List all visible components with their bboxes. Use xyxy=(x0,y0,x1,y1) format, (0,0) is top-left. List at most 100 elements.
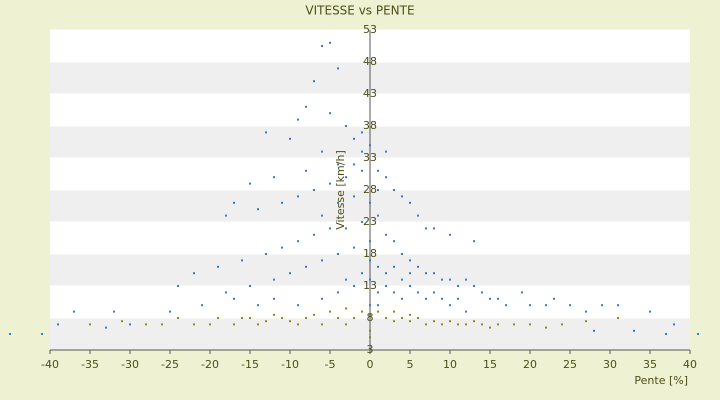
point xyxy=(369,329,371,332)
point xyxy=(321,259,323,262)
point xyxy=(305,105,307,108)
point xyxy=(337,291,339,294)
point xyxy=(481,291,483,294)
point xyxy=(329,41,331,44)
point xyxy=(249,317,251,319)
point xyxy=(481,323,483,326)
point xyxy=(361,131,363,134)
point xyxy=(105,326,107,329)
point xyxy=(385,272,387,275)
point xyxy=(449,278,451,281)
point xyxy=(41,333,43,335)
point xyxy=(433,227,435,230)
point xyxy=(425,323,427,326)
point xyxy=(337,317,339,319)
point xyxy=(393,291,395,294)
point xyxy=(409,285,411,287)
point xyxy=(345,176,347,179)
point xyxy=(193,323,195,326)
point xyxy=(305,265,307,268)
point xyxy=(585,320,587,323)
y-axis-title: Vitesse [km/h] xyxy=(334,150,347,230)
point xyxy=(409,320,411,323)
x-tick-label: -20 xyxy=(201,358,219,371)
x-tick-label: -35 xyxy=(81,358,99,371)
x-tick-label: 15 xyxy=(483,358,497,371)
point xyxy=(241,317,243,319)
point xyxy=(465,278,467,281)
point xyxy=(425,272,427,275)
x-tick-label: 25 xyxy=(563,358,577,371)
point xyxy=(369,144,371,147)
point xyxy=(345,125,347,127)
point xyxy=(257,323,259,326)
point xyxy=(313,233,315,236)
point xyxy=(353,195,355,198)
point xyxy=(345,278,347,281)
point xyxy=(497,297,499,300)
point xyxy=(673,323,675,326)
point xyxy=(401,297,403,300)
point xyxy=(233,201,235,204)
point xyxy=(249,182,251,185)
point xyxy=(321,150,323,153)
point xyxy=(441,278,443,281)
point xyxy=(145,323,147,326)
point xyxy=(177,317,179,319)
point xyxy=(665,333,667,335)
point xyxy=(417,317,419,319)
point xyxy=(489,326,491,329)
point xyxy=(377,304,379,307)
x-tick-label: 35 xyxy=(643,358,657,371)
point xyxy=(337,201,339,204)
point xyxy=(265,253,267,255)
point xyxy=(201,304,203,307)
point xyxy=(401,253,403,255)
point xyxy=(449,304,451,307)
point xyxy=(353,137,355,140)
point xyxy=(321,45,323,47)
point xyxy=(329,227,331,230)
point xyxy=(417,214,419,217)
point xyxy=(369,336,371,339)
point xyxy=(297,195,299,198)
point xyxy=(377,189,379,191)
point xyxy=(401,278,403,281)
point xyxy=(377,169,379,172)
point xyxy=(313,313,315,316)
x-tick-label: 5 xyxy=(407,358,414,371)
point xyxy=(297,323,299,326)
x-tick-label: -15 xyxy=(241,358,259,371)
x-axis-title: Pente [%] xyxy=(634,374,688,387)
point xyxy=(329,112,331,115)
point xyxy=(425,227,427,230)
point xyxy=(385,317,387,319)
point xyxy=(321,297,323,300)
point xyxy=(273,278,275,281)
point xyxy=(297,304,299,307)
point xyxy=(617,304,619,307)
point xyxy=(441,297,443,300)
point xyxy=(441,323,443,326)
point xyxy=(433,291,435,294)
point xyxy=(257,304,259,307)
point xyxy=(169,310,171,313)
x-tick-label: 0 xyxy=(367,358,374,371)
point xyxy=(297,118,299,121)
point xyxy=(633,329,635,332)
x-tick-label: -5 xyxy=(325,358,336,371)
point xyxy=(361,169,363,172)
chart-title: VITESSE vs PENTE xyxy=(305,4,414,18)
point xyxy=(433,272,435,275)
point xyxy=(697,333,699,335)
point xyxy=(249,285,251,287)
x-tick-label: 10 xyxy=(443,358,457,371)
point xyxy=(345,227,347,230)
point xyxy=(409,272,411,275)
point xyxy=(257,208,259,211)
point xyxy=(353,317,355,319)
point xyxy=(337,253,339,255)
point xyxy=(513,323,515,326)
point xyxy=(217,317,219,319)
